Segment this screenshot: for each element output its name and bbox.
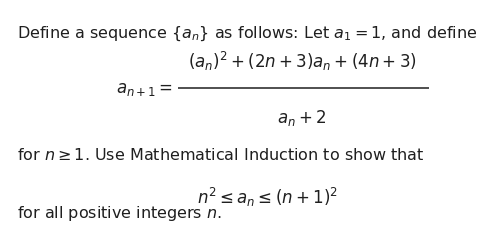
Text: for all positive integers $n$.: for all positive integers $n$.	[17, 203, 222, 222]
Text: $a_{n+1} =$: $a_{n+1} =$	[116, 80, 173, 98]
Text: for $n \geq 1$. Use Mathematical Induction to show that: for $n \geq 1$. Use Mathematical Inducti…	[17, 147, 425, 163]
Text: $a_n + 2$: $a_n + 2$	[277, 108, 327, 128]
Text: $(a_n)^2 + (2n + 3)a_n + (4n + 3)$: $(a_n)^2 + (2n + 3)a_n + (4n + 3)$	[187, 50, 416, 73]
Text: Define a sequence $\{a_n\}$ as follows: Let $a_1 = 1$, and define: Define a sequence $\{a_n\}$ as follows: …	[17, 24, 477, 43]
Text: $n^2 \leq a_n \leq (n + 1)^2$: $n^2 \leq a_n \leq (n + 1)^2$	[197, 185, 338, 208]
